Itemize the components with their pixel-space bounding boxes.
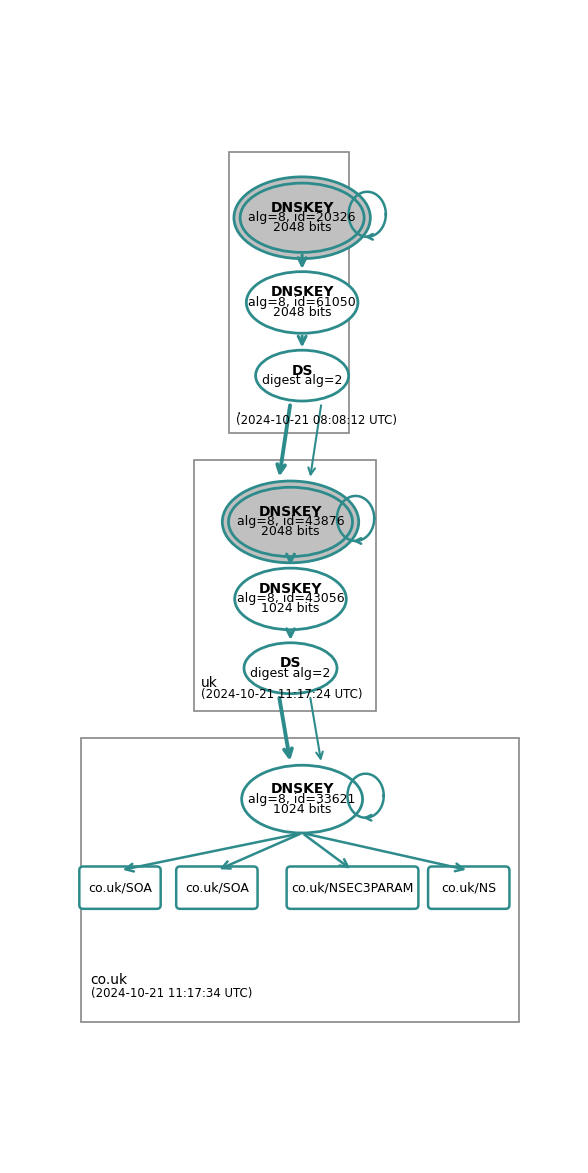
Text: .: . [236, 404, 240, 418]
Ellipse shape [222, 481, 359, 563]
Ellipse shape [229, 487, 352, 556]
Text: co.uk/NS: co.uk/NS [441, 881, 496, 894]
Text: 2048 bits: 2048 bits [261, 526, 320, 538]
Ellipse shape [240, 183, 364, 252]
Text: (2024-10-21 08:08:12 UTC): (2024-10-21 08:08:12 UTC) [236, 414, 397, 427]
Text: DS: DS [280, 656, 301, 670]
Text: co.uk: co.uk [91, 972, 128, 986]
Text: co.uk/SOA: co.uk/SOA [88, 881, 152, 894]
Text: DNSKEY: DNSKEY [270, 201, 334, 215]
Ellipse shape [235, 568, 346, 630]
Ellipse shape [256, 351, 349, 401]
FancyBboxPatch shape [176, 867, 258, 909]
Text: alg=8, id=43876: alg=8, id=43876 [237, 515, 345, 528]
Text: 2048 bits: 2048 bits [273, 306, 332, 319]
Text: DS: DS [292, 364, 313, 378]
Ellipse shape [244, 643, 337, 693]
Text: alg=8, id=20326: alg=8, id=20326 [248, 211, 356, 224]
Text: co.uk/NSEC3PARAM: co.uk/NSEC3PARAM [291, 881, 414, 894]
FancyBboxPatch shape [428, 867, 509, 909]
Text: DNSKEY: DNSKEY [270, 782, 334, 796]
Text: (2024-10-21 11:17:34 UTC): (2024-10-21 11:17:34 UTC) [91, 986, 252, 1001]
Text: digest alg=2: digest alg=2 [250, 666, 330, 679]
Text: (2024-10-21 11:17:24 UTC): (2024-10-21 11:17:24 UTC) [201, 689, 363, 701]
Text: 1024 bits: 1024 bits [273, 802, 331, 815]
Bar [229, 152, 349, 433]
FancyBboxPatch shape [79, 867, 161, 909]
FancyBboxPatch shape [286, 867, 419, 909]
Text: 1024 bits: 1024 bits [261, 603, 320, 616]
Text: DNSKEY: DNSKEY [259, 504, 322, 518]
Text: digest alg=2: digest alg=2 [262, 374, 342, 387]
Text: alg=8, id=33621: alg=8, id=33621 [249, 793, 356, 806]
Bar [193, 460, 376, 711]
Text: DNSKEY: DNSKEY [270, 285, 334, 299]
Text: DNSKEY: DNSKEY [259, 582, 322, 596]
Ellipse shape [242, 765, 363, 833]
Text: alg=8, id=43056: alg=8, id=43056 [237, 592, 345, 605]
Text: co.uk/SOA: co.uk/SOA [185, 881, 249, 894]
Ellipse shape [234, 177, 370, 259]
Text: uk: uk [201, 677, 218, 691]
Text: alg=8, id=61050: alg=8, id=61050 [248, 296, 356, 308]
Ellipse shape [246, 272, 358, 333]
Text: 2048 bits: 2048 bits [273, 222, 332, 235]
Bar [81, 738, 519, 1023]
